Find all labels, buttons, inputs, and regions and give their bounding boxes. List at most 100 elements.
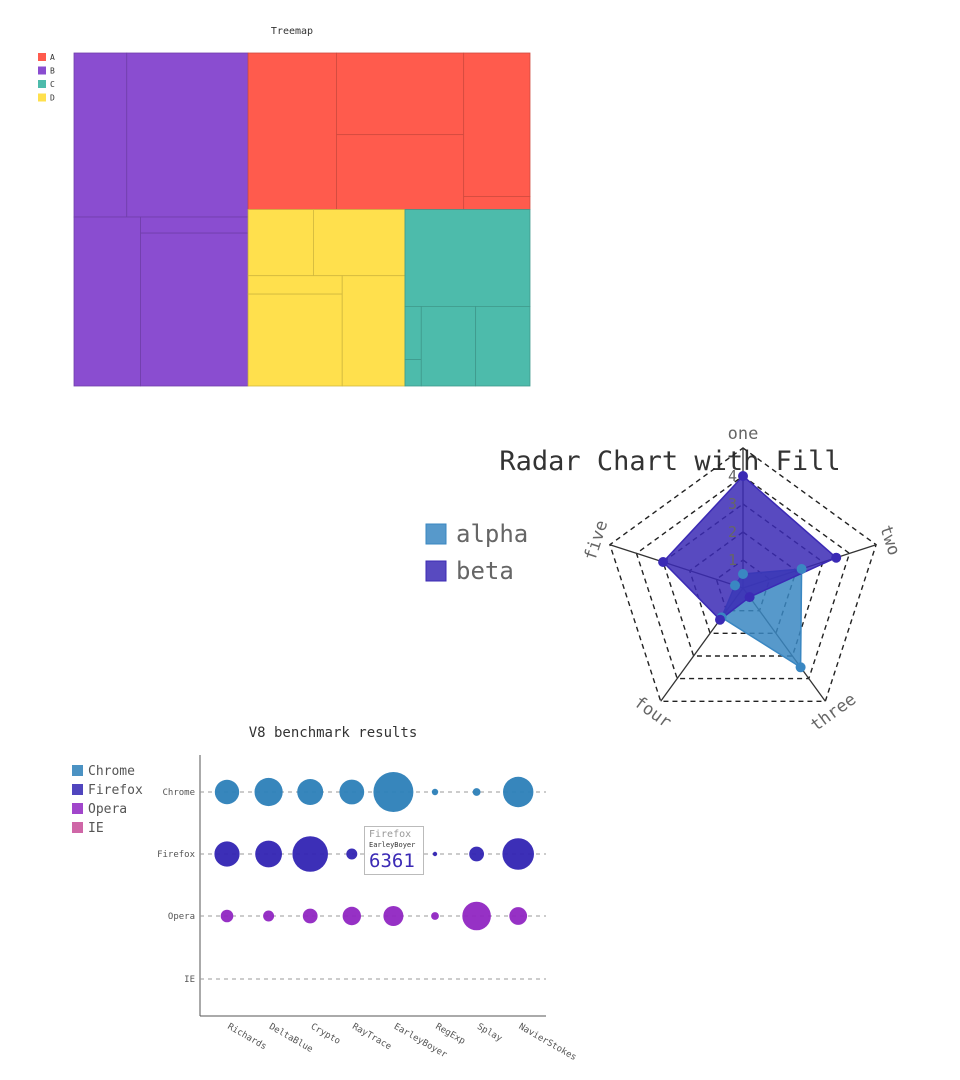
bubble-chrome-splay [472, 788, 481, 796]
radar-point-alpha-two [796, 564, 807, 574]
treemap-legend-item-c[interactable]: C [38, 80, 55, 89]
bubble-opera-earleyboyer [383, 906, 404, 926]
radar-axis-label-one: one [728, 424, 759, 444]
bubble-opera-crypto [302, 908, 318, 924]
radar-axis-label-two: two [875, 523, 904, 558]
bubble-opera-deltablue [263, 910, 275, 922]
treemap-cell-c-1 [404, 209, 531, 307]
legend-swatch [38, 53, 46, 61]
treemap-cell-b-3 [73, 216, 141, 387]
bubble-chrome-deltablue [254, 777, 283, 807]
legend-swatch [72, 784, 83, 795]
legend-label: Opera [88, 802, 127, 817]
radar-point-beta-five [658, 557, 669, 567]
treemap-cell-a-5 [463, 196, 531, 210]
legend-label: C [50, 80, 55, 89]
bubble-title: V8 benchmark results [249, 725, 418, 741]
bubble-chart: V8 benchmark results Chrome Firefox Opera I… [0, 715, 600, 1080]
legend-swatch [38, 93, 46, 102]
radar-legend-item-alpha[interactable]: alpha [425, 520, 528, 548]
legend-swatch [72, 765, 83, 776]
treemap-cell-a-3 [336, 134, 465, 210]
radar-grid-ring [609, 447, 877, 702]
legend-swatch [38, 80, 46, 88]
bubble-firefox-crypto [292, 836, 329, 872]
legend-swatch [72, 803, 83, 814]
legend-label: Firefox [88, 783, 143, 798]
bubble-opera-raytrace [342, 906, 361, 926]
treemap-cell-b-4 [140, 216, 249, 234]
bubble-tooltip: Firefox EarleyBoyer 6361 [364, 826, 424, 875]
radar-tick-2: 2 [728, 523, 737, 541]
bubble-chrome-navierstokes [503, 776, 534, 808]
bubble-legend-item-firefox[interactable]: Firefox [72, 783, 143, 798]
treemap-title: Treemap [271, 26, 313, 37]
radar-areas [662, 474, 838, 669]
bubble-firefox-navierstokes [502, 838, 534, 870]
bubble-row-label-opera: Opera [168, 912, 195, 922]
bubble-chrome-earleyboyer [373, 772, 414, 812]
bubble-firefox-raytrace [346, 848, 358, 860]
bubble-chrome-regexp [431, 788, 439, 796]
treemap-cell-d-5 [341, 275, 406, 387]
bubble-chrome-crypto [297, 779, 324, 805]
radar-chart: Radar Chart with Fill alpha beta 1 2 3 4 one t… [400, 424, 960, 736]
bubble-legend-item-ie[interactable]: IE [72, 821, 104, 836]
radar-area-beta [662, 474, 838, 621]
legend-swatch [425, 560, 447, 582]
radar-point-beta-three [744, 592, 755, 603]
bubble-row-label-firefox: Firefox [157, 850, 196, 860]
treemap-cell-b-1 [73, 52, 128, 218]
treemap-cell-c-2 [404, 306, 422, 360]
radar-point-alpha-five [730, 580, 740, 591]
bubble-legend-item-opera[interactable]: Opera [72, 802, 127, 817]
radar-legend-item-beta[interactable]: beta [425, 557, 514, 585]
bubble-category-label-raytrace: RayTrace [350, 1022, 393, 1052]
bubble-chrome-raytrace [339, 779, 365, 805]
bubble-row-label-ie: IE [184, 975, 195, 985]
treemap-cell-c-5 [475, 306, 531, 387]
radar-tick-3: 3 [728, 495, 737, 513]
radar-tick-labels: 1 2 3 4 [728, 467, 737, 569]
radar-title: Radar Chart with Fill [499, 446, 840, 477]
radar-tick-4: 4 [728, 467, 737, 485]
bubble-category-label-regexp: RegExp [434, 1022, 467, 1047]
bubble-category-label-crypto: Crypto [309, 1022, 342, 1047]
tooltip-label: EarleyBoyer [369, 841, 416, 849]
treemap-cell-c-3 [404, 359, 422, 387]
bubble-category-label-richards: Richards [226, 1022, 269, 1052]
bubble-legend[interactable]: Chrome Firefox Opera IE [72, 764, 143, 836]
treemap-cell-d-2 [313, 209, 406, 277]
treemap-cell-a-4 [463, 52, 531, 197]
bubble-opera-regexp [431, 912, 439, 920]
bubble-chrome-richards [214, 779, 240, 805]
treemap-cell-a-1 [247, 52, 337, 210]
legend-swatch [425, 523, 447, 545]
treemap-cell-d-1 [247, 209, 314, 277]
legend-label: D [50, 94, 55, 103]
treemap-cell-b-5 [140, 232, 249, 387]
treemap-legend-item-d[interactable]: D [38, 93, 55, 103]
treemap-cell-c-4 [420, 306, 477, 387]
bubble-opera-navierstokes [509, 907, 528, 925]
treemap-cells [73, 52, 531, 387]
radar-grid-ring [635, 475, 851, 680]
bubble-legend-item-chrome[interactable]: Chrome [72, 764, 135, 779]
radar-point-beta-one [738, 471, 748, 481]
radar-point-alpha-three [795, 662, 806, 673]
legend-swatch [38, 66, 46, 75]
tooltip-series: Firefox [369, 829, 412, 840]
radar-axis-label-five: five [581, 518, 613, 563]
bubble-plot: Chrome Firefox Opera IE Richards DeltaBlueCry… [157, 755, 578, 1063]
treemap-cell-a-2 [336, 52, 465, 136]
bubble-firefox-deltablue [255, 840, 282, 868]
radar-legend[interactable]: alpha beta [425, 520, 528, 585]
treemap-cell-b-2 [126, 52, 249, 218]
treemap-legend-item-b[interactable]: B [38, 66, 55, 76]
bubble-category-label-navierstokes: NavierStokes [517, 1022, 578, 1063]
bubble-opera-richards [220, 909, 234, 923]
treemap-legend-item-a[interactable]: A [38, 53, 55, 62]
